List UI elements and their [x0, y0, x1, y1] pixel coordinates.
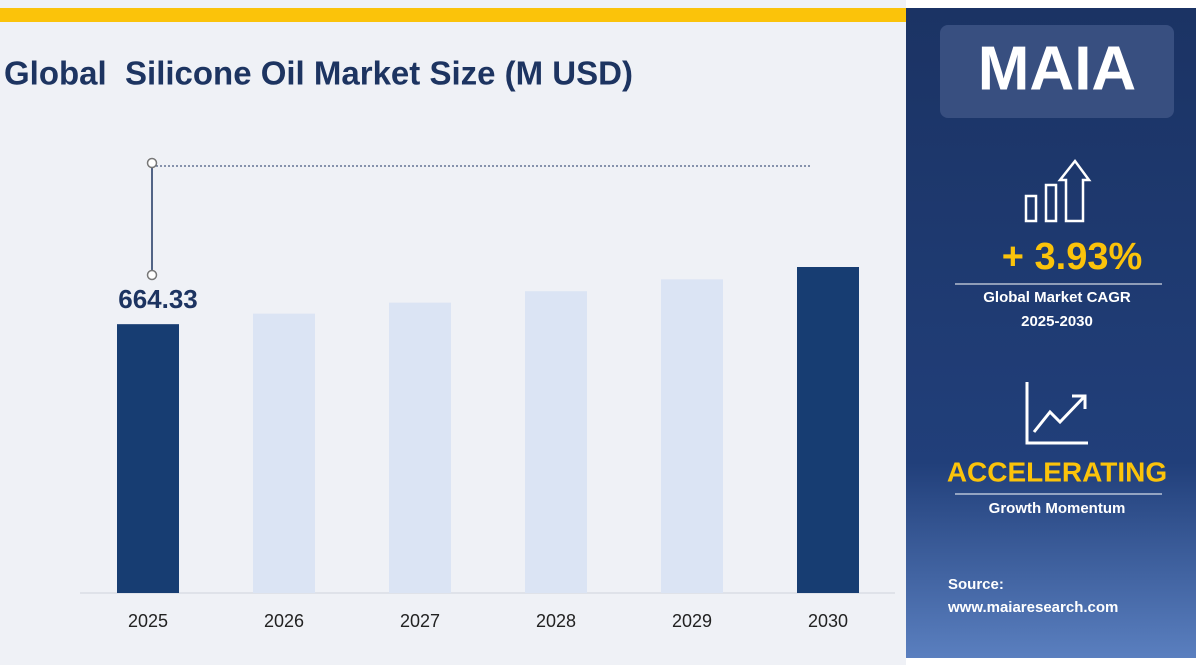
source-label: Source: [948, 576, 1004, 593]
bar [661, 279, 723, 593]
cagr-value: + 3.93% [1002, 236, 1143, 278]
source-url: www.maiaresearch.com [947, 599, 1118, 616]
bar [117, 324, 179, 593]
accent-bar [0, 8, 906, 22]
growth-icon [1024, 158, 1092, 223]
x-tick-label: 2027 [400, 611, 440, 631]
bar [253, 313, 315, 593]
logo: MAIA [978, 34, 1136, 103]
cagr-label: Global Market CAGR [983, 289, 1131, 306]
x-tick-label: 2025 [128, 611, 168, 631]
bar [525, 291, 587, 593]
value-label: 664.33 [118, 284, 198, 314]
trend-value: ACCELERATING [947, 456, 1167, 487]
chart-title: Global Silicone Oil Market Size (M USD) [4, 55, 633, 92]
x-tick-label: 2026 [264, 611, 304, 631]
trend-label: Growth Momentum [989, 500, 1126, 517]
trend-icon [1025, 382, 1088, 445]
annotation-dot [146, 269, 158, 281]
x-tick-label: 2030 [808, 611, 848, 631]
bar [389, 302, 451, 593]
logo-box [940, 25, 1174, 118]
cagr-period: 2025-2030 [1021, 313, 1093, 330]
annotation-dot [146, 157, 158, 169]
x-tick-label: 2029 [672, 611, 712, 631]
x-tick-label: 2028 [536, 611, 576, 631]
bars: 2025 664.33 2026 2027 2028 2029 2030 [117, 267, 859, 631]
bar [797, 267, 859, 593]
